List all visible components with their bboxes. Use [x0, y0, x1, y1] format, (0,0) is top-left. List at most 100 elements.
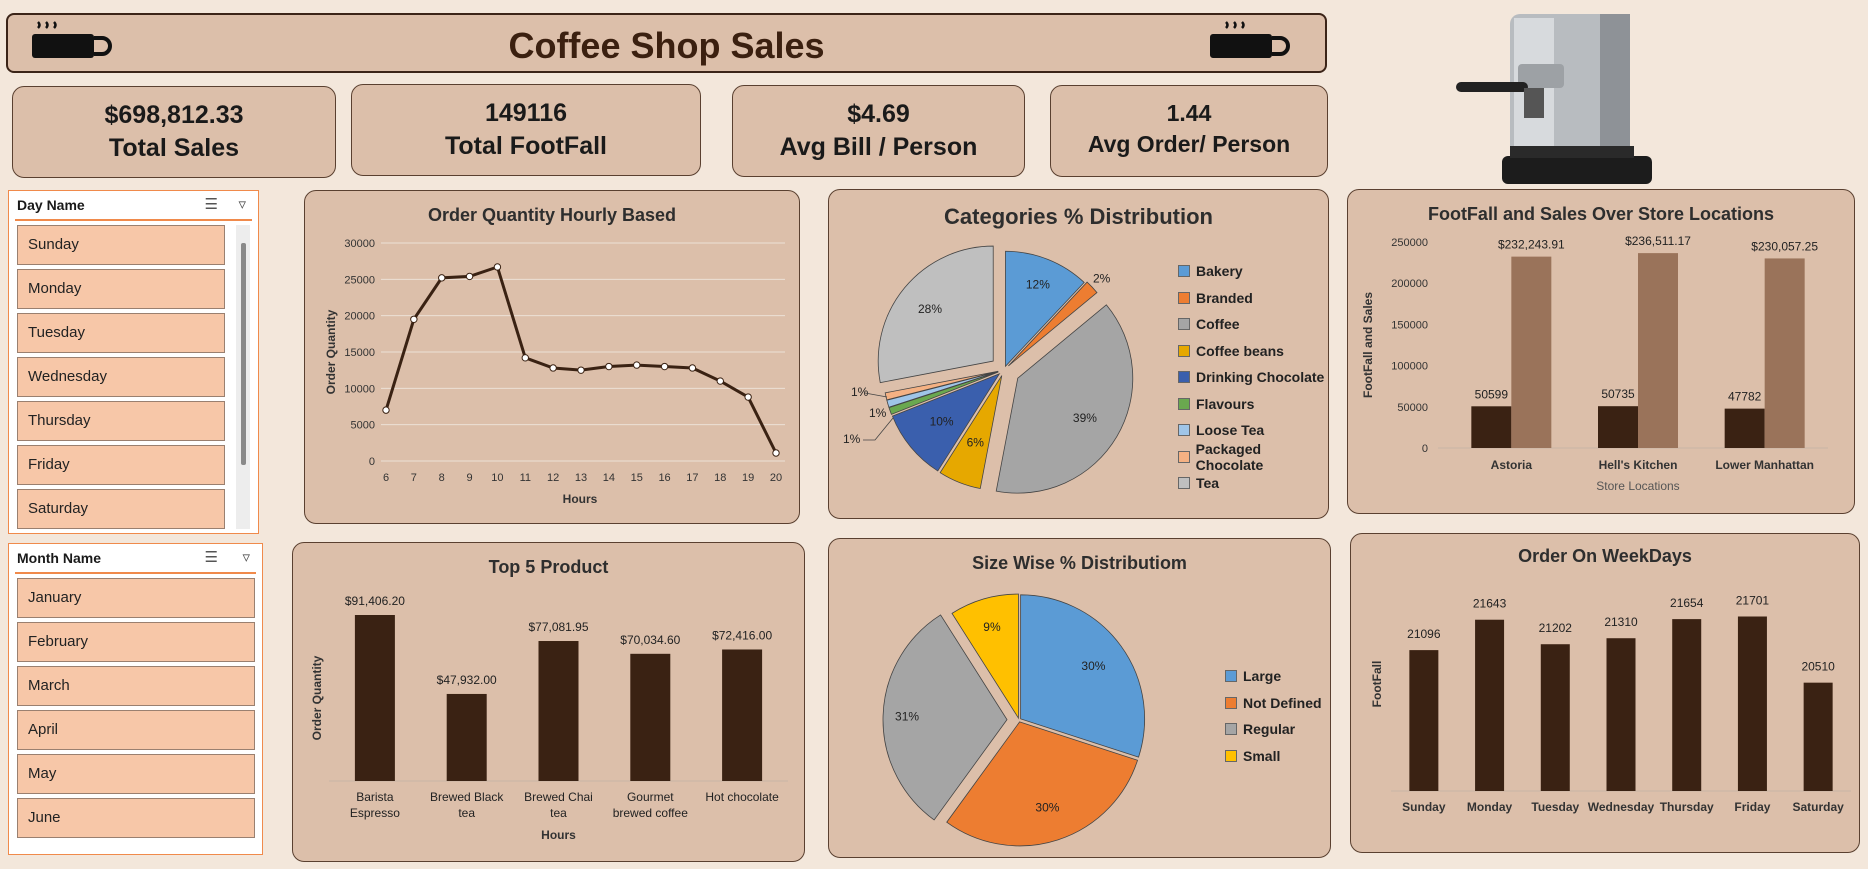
bar-data-label: $230,057.25 — [1751, 239, 1818, 253]
bar-data-label: 21310 — [1604, 615, 1638, 629]
clear-filter-icon[interactable]: ▿ — [242, 549, 250, 566]
slicer-divider — [15, 219, 252, 221]
legend-item: Regular — [1225, 716, 1322, 743]
slicer-item-june[interactable]: June — [17, 798, 255, 838]
data-point — [660, 362, 669, 371]
data-point — [633, 361, 641, 369]
weekday-chart-panel: Order On WeekDays 21096 Sunday 21643 Monday… — [1350, 533, 1860, 853]
slicer-item-april[interactable]: April — [17, 710, 255, 750]
kpi-label: Avg Order/ Person — [1087, 131, 1291, 157]
x-tick-label: Sunday — [1402, 800, 1446, 814]
data-point — [410, 315, 418, 324]
x-tick-label: 7 — [411, 472, 417, 484]
legend-item: Branded — [1178, 285, 1328, 312]
categories-pie-chart: 12% 2%39%6%10%28%1%1%1% — [843, 245, 1134, 494]
legend-label: Coffee — [1196, 316, 1240, 333]
slicer-item-may[interactable]: May — [17, 754, 255, 794]
x-tick-label: brewed coffee — [613, 806, 688, 820]
pie-slice — [951, 593, 1019, 720]
legend-swatch — [1225, 749, 1237, 762]
bar-data-label: 50735 — [1601, 387, 1635, 401]
bar-data-label: 21202 — [1539, 621, 1573, 635]
data-point — [438, 274, 446, 282]
pie-data-label: 39% — [1073, 411, 1097, 425]
slicer-item-sunday[interactable]: Sunday — [17, 225, 225, 265]
legend-label: Not Defined — [1243, 694, 1322, 711]
leader-line — [864, 392, 888, 398]
data-point — [716, 377, 724, 385]
x-tick-label: Hot chocolate — [705, 790, 779, 804]
x-tick-label: 19 — [742, 472, 754, 484]
pie-data-label: 31% — [895, 709, 919, 723]
legend-item: Small — [1225, 743, 1322, 770]
bar-data-label: 47782 — [1728, 390, 1762, 404]
bar-footfall — [1471, 406, 1512, 448]
hourly-chart-panel: Order Quantity Hourly Based 0 5000 10000 15… — [304, 190, 800, 524]
x-tick-label: 20 — [770, 472, 782, 484]
month-name-slicer: Month Name ☰ ▿ January February March Ap… — [8, 543, 263, 855]
y-tick-label: 250000 — [1391, 237, 1428, 249]
slicer-scroll-thumb[interactable] — [241, 243, 246, 465]
legend-label: Tea — [1196, 475, 1220, 492]
pie-data-label: 6% — [967, 436, 985, 450]
multi-select-icon[interactable]: ☰ — [204, 196, 218, 213]
slicer-item-february[interactable]: February — [17, 622, 255, 662]
chart-title: Top 5 Product — [488, 557, 609, 577]
x-tick-label: 6 — [383, 472, 389, 484]
bar-data-label: $91,406.20 — [345, 594, 405, 608]
x-tick-label: Brewed Chai — [524, 790, 593, 804]
legend-item: Bakery — [1178, 258, 1328, 285]
bar-sales — [1638, 253, 1678, 448]
pie-data-label: 9% — [983, 620, 1001, 634]
legend-item: Drinking Chocolate — [1178, 364, 1328, 391]
bar — [1540, 644, 1570, 791]
pie-data-label: 30% — [1035, 800, 1059, 814]
y-tick-label: 100000 — [1391, 361, 1428, 373]
legend-item: Coffee beans — [1178, 338, 1328, 365]
espresso-machine-image — [1456, 14, 1652, 184]
locations-chart-panel: FootFall and Sales Over Store Locations … — [1347, 189, 1855, 514]
bar-data-label: 21096 — [1407, 627, 1441, 641]
legend-label: Coffee beans — [1196, 342, 1284, 359]
slicer-item-january[interactable]: January — [17, 578, 255, 618]
pie-data-label: 12% — [1026, 277, 1050, 291]
legend-swatch — [1178, 371, 1190, 384]
slicer-item-thursday[interactable]: Thursday — [17, 401, 225, 441]
kpi-value: 149116 — [484, 99, 568, 127]
pie-slice — [939, 375, 1003, 490]
pie-data-label: 30% — [1081, 659, 1105, 673]
slicer-item-monday[interactable]: Monday — [17, 269, 225, 309]
legend-item: Flavours — [1178, 391, 1328, 418]
legend-swatch — [1178, 424, 1190, 437]
x-tick-label: 14 — [603, 472, 615, 484]
pie-slice — [884, 370, 999, 401]
pie-slice — [1005, 250, 1085, 368]
multi-select-icon[interactable]: ☰ — [204, 549, 218, 566]
x-tick-label: Thursday — [1660, 800, 1714, 814]
y-tick-label: 0 — [1422, 443, 1428, 455]
slicer-item-wednesday[interactable]: Wednesday — [17, 357, 225, 397]
pie-data-label: 28% — [918, 302, 942, 316]
slicer-item-friday[interactable]: Friday — [17, 445, 225, 485]
bar-sales — [1511, 256, 1552, 448]
pie-slice — [882, 614, 1008, 821]
bar — [1803, 682, 1833, 791]
pie-data-label: 1% — [843, 432, 861, 446]
slicer-item-saturday[interactable]: Saturday — [17, 489, 225, 529]
slicer-item-tuesday[interactable]: Tuesday — [17, 313, 225, 353]
legend-label: Flavours — [1196, 395, 1255, 412]
x-tick-label: Astoria — [1491, 458, 1533, 472]
clear-filter-icon[interactable]: ▿ — [238, 196, 246, 213]
bar — [1475, 619, 1505, 791]
chart-title: Size Wise % Distributiom — [972, 553, 1187, 573]
legend-swatch — [1178, 265, 1190, 278]
kpi-avg-bill: $4.69 Avg Bill / Person — [732, 85, 1025, 177]
y-tick-label: 150000 — [1391, 319, 1428, 331]
legend-label: Regular — [1243, 721, 1296, 738]
pie-slice — [891, 372, 1001, 472]
bar-data-label: $70,034.60 — [620, 633, 680, 647]
data-point — [493, 263, 502, 271]
x-tick-label: 16 — [658, 472, 670, 484]
slicer-item-march[interactable]: March — [17, 666, 255, 706]
chart-title: FootFall and Sales Over Store Locations — [1427, 204, 1775, 224]
